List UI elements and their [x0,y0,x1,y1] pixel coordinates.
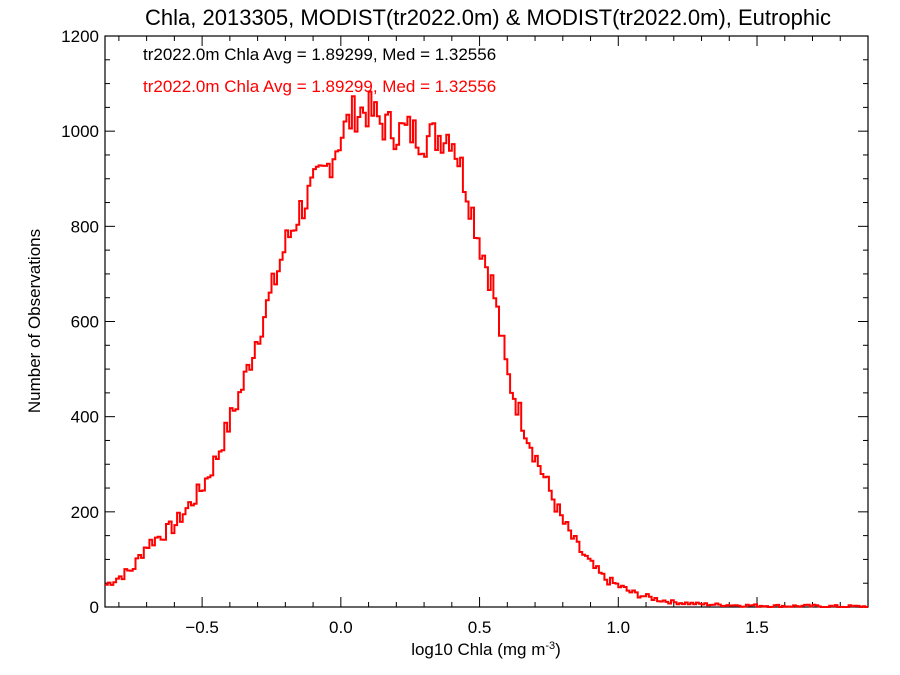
y-tick-label: 600 [71,313,99,332]
chart-title: Chla, 2013305, MODIST(tr2022.0m) & MODIS… [145,5,831,30]
y-tick-label: 1000 [61,122,99,141]
y-axis: 0 200 400 600 800 1000 1200 [61,27,868,617]
y-axis-label: Number of Observations [25,229,44,413]
x-tick-label: 1.0 [606,618,630,637]
y-tick-label: 200 [71,503,99,522]
y-tick-label: 800 [71,217,99,236]
y-tick-label: 1200 [61,27,99,46]
y-tick-label: 0 [90,598,99,617]
annotation-red: tr2022.0m Chla Avg = 1.89299, Med = 1.32… [143,77,496,96]
series-histogram-line [105,90,868,608]
x-tick-label: 0.0 [329,618,353,637]
x-tick-label: 0.5 [468,618,492,637]
x-axis-label: log10 Chla (mg m-3) [411,640,561,659]
x-axis: −0.5 0.0 0.5 1.0 1.5 [118,36,841,637]
x-tick-label: −0.5 [185,618,219,637]
annotation-black: tr2022.0m Chla Avg = 1.89299, Med = 1.32… [143,45,496,64]
y-tick-label: 400 [71,408,99,427]
plot-frame [104,35,869,608]
x-tick-label: 1.5 [745,618,769,637]
